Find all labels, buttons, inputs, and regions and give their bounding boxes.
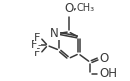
Text: O: O — [99, 52, 108, 65]
Text: CH₃: CH₃ — [76, 3, 95, 13]
Text: N: N — [50, 27, 59, 40]
Text: O: O — [64, 2, 73, 15]
Text: F: F — [31, 40, 37, 50]
Text: N: N — [50, 27, 59, 40]
Text: O: O — [99, 52, 108, 65]
Text: O: O — [64, 2, 73, 15]
Text: F: F — [34, 47, 41, 60]
Text: F: F — [30, 39, 37, 52]
Text: F: F — [34, 33, 41, 43]
Text: F: F — [34, 31, 41, 44]
Text: F: F — [34, 48, 41, 58]
Text: OH: OH — [99, 67, 117, 80]
Text: OH: OH — [99, 67, 117, 80]
